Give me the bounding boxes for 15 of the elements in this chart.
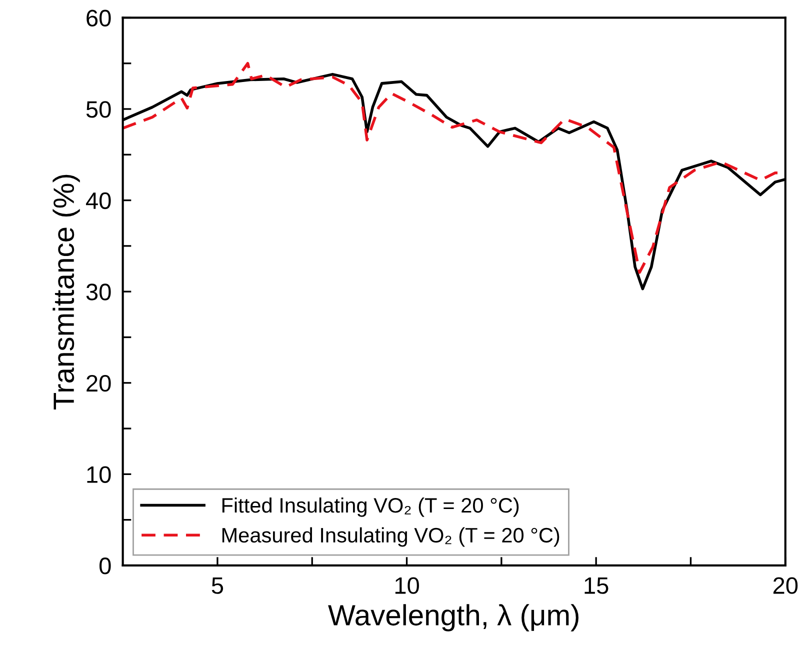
x-tick-label: 10 [395, 577, 419, 594]
y-tick-label: 60 [86, 10, 111, 26]
y-tick-label: 10 [87, 466, 111, 483]
x-tick-label: 5 [212, 577, 224, 594]
y-tick-label: 0 [99, 558, 111, 574]
x-axis-title: Wavelength, λ (μm) [328, 604, 578, 632]
legend-label: Fitted Insulating VO₂ (T = 20 °C) [222, 497, 519, 517]
y-tick-label: 50 [86, 101, 111, 118]
y-tick-label: 20 [86, 374, 111, 392]
y-tick-label: 40 [86, 192, 111, 210]
legend-label: Measured Insulating VO₂ (T = 20 °C) [222, 527, 560, 547]
y-axis-title: Transmittance (%) [52, 174, 80, 410]
y-tick-label: 30 [86, 284, 111, 300]
x-tick-label: 15 [584, 577, 608, 594]
x-tick-label: 20 [773, 577, 798, 594]
